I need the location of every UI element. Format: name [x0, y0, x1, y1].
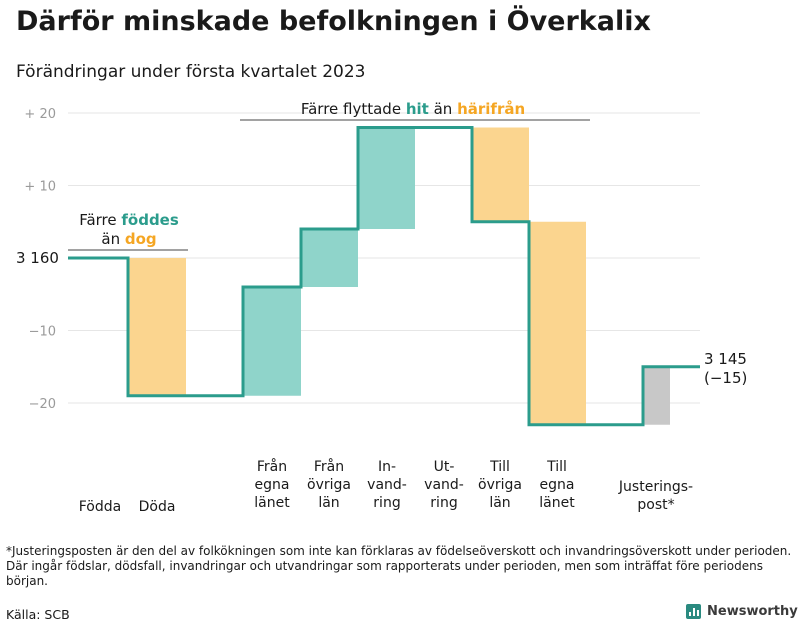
category-label-fran-ovriga-lan: Från övriga län — [307, 458, 351, 511]
end-value-label: 3 145 — [704, 350, 747, 368]
bar-doda — [128, 258, 186, 396]
bar-fran-egna-lanet — [243, 287, 301, 396]
y-tick-label-1: + 10 — [24, 180, 56, 195]
footnote: *Justeringsposten är den del av folkökni… — [6, 544, 792, 588]
category-label-fodda: Födda — [79, 499, 121, 515]
bar-till-egna-lanet — [529, 221, 586, 425]
category-label-till-ovriga-lan: Till övriga län — [478, 459, 522, 511]
chart-title: Därför minskade befolkningen i Överkalix — [16, 6, 651, 37]
source-label: Källa: SCB — [6, 607, 70, 622]
bar-invandring — [358, 127, 415, 229]
category-label-justeringspost: Justerings-post* — [618, 479, 693, 513]
bar-till-ovriga-lan — [472, 127, 529, 222]
category-label-fran-egna-lanet: Från egna länet — [254, 458, 290, 511]
y-tick-label-3: −20 — [29, 397, 56, 412]
step-line — [68, 126, 700, 427]
y-tick-label-2: −10 — [29, 325, 56, 340]
end-change-label: (−15) — [704, 369, 747, 387]
labels: + 20 + 10 −10 −20 Födda Döda Från egna länet Från… — [16, 100, 747, 515]
bar-chart-icon — [686, 604, 701, 619]
category-label-invandring: In-vand-ring — [367, 459, 407, 511]
chart-subtitle: Förändringar under första kvartalet 2023 — [16, 62, 366, 82]
bar-justeringspost — [643, 366, 670, 425]
category-label-till-egna-lanet: Till egna länet — [539, 459, 575, 511]
start-value-label: 3 160 — [16, 249, 59, 267]
category-label-doda: Döda — [139, 499, 176, 515]
annotation-births-line1: Färre föddes — [79, 211, 179, 229]
category-label-utvandring: Ut-vand-ring — [424, 459, 464, 511]
step-line-path — [68, 126, 700, 427]
brand-name: Newsworthy — [707, 604, 798, 619]
y-tick-label-0: + 20 — [24, 107, 56, 122]
bars — [128, 127, 670, 425]
annotation-migration-line1: Färre flyttade hit än härifrån — [301, 100, 525, 118]
waterfall-chart: + 20 + 10 −10 −20 Födda Döda Från egna länet Från… — [16, 100, 747, 515]
newsworthy-logo: Newsworthy — [686, 604, 798, 619]
annotation-births-line2: än dog — [101, 230, 156, 248]
bar-fran-ovriga-lan — [301, 229, 358, 287]
